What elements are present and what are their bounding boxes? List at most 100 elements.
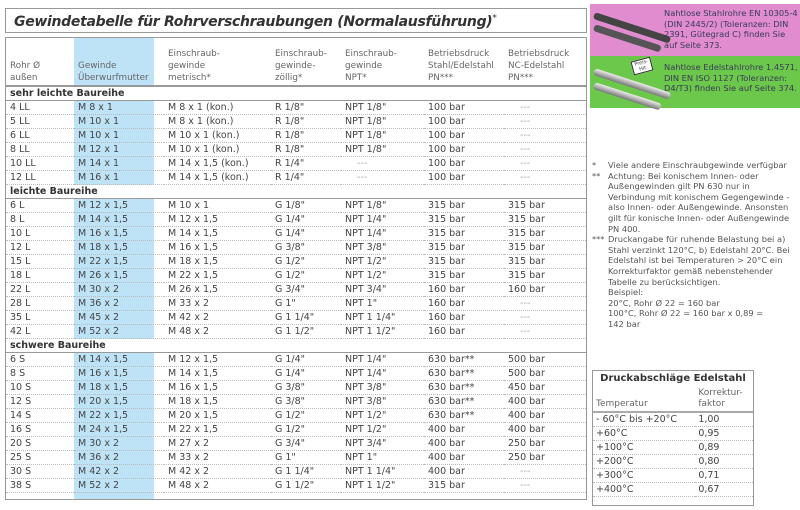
table-cell: 160 bar [504,282,586,297]
header-line: PN*** [508,73,534,83]
column-header: Temperatur [593,384,696,413]
table-cell: NPT 3/8" [341,394,424,409]
table-cell: M 26 x 1,5 [164,282,271,297]
table-cell: M 22 x 1,5 [164,422,271,437]
table-cell: NPT 1/4" [341,352,424,367]
footnote: *** Druckangabe für ruhende Belastung bei… [592,234,790,329]
table-cell: G 3/8" [271,394,341,409]
table-cell: G 3/8" [271,240,341,255]
table-cell: 100 bar [424,128,504,143]
table-cell: 15 L [6,254,74,269]
header-line: Gewinde [78,61,117,71]
table-cell: 10 S [6,380,74,395]
table-cell: R 1/8" [271,128,341,143]
table-cell: 315 bar [424,240,504,255]
table-cell: +400°C [593,482,696,497]
table-cell: 6 LL [6,128,74,143]
footnote: * Viele andere Einschraubgewinde verfügba… [592,160,787,170]
column-header: Gewinde Überwurfmutter [74,38,164,87]
table-cell: G 1/4" [271,226,341,241]
header-line: PN*** [428,73,454,83]
table-cell: 315 bar [504,268,586,283]
table-cell: 630 bar** [424,366,504,381]
table-cell: 315 bar [424,212,504,227]
table-cell: G 1/8" [271,198,341,213]
table-cell: G 1/4" [271,212,341,227]
table-cell: 0,89 [695,440,753,455]
table-cell: 0,67 [695,482,753,497]
table-row: +200°C 0,80 [593,454,753,469]
table-cell: G 3/8" [271,380,341,395]
table-cell: G 1 1/4" [271,464,341,479]
table-cell: G 1/4" [271,352,341,367]
table-cell: 0,95 [695,426,753,441]
table-row: +100°C 0,89 [593,440,753,455]
table-cell: G 1/2" [271,422,341,437]
table-cell: 500 bar [504,352,586,367]
table-cell: 30 S [6,464,74,479]
table-cell: M 18 x 1,5 [164,254,271,269]
table-cell: NPT 1/8" [341,142,424,157]
table-cell: 22 L [6,282,74,297]
table-cell: 500 bar [504,366,586,381]
table-cell: M 30 x 2 [74,282,164,297]
table-cell: 10 L [6,226,74,241]
table-cell: NPT 3/8" [341,380,424,395]
table-cell: 160 bar [424,282,504,297]
table-cell: 315 bar [424,198,504,213]
table-cell: M 36 x 2 [74,450,164,465]
table-cell: R 1/8" [271,114,341,129]
table-cell: +100°C [593,440,696,455]
header-line: gewinde [168,61,206,71]
table-cell: M 8 x 1 (kon.) [164,114,271,129]
table-cell: M 18 x 1,5 [74,240,164,255]
table-row: +300°C 0,71 [593,468,753,483]
table-cell: 100 bar [424,142,504,157]
table-cell: M 42 x 2 [164,310,271,325]
table-cell: --- [504,324,586,339]
table-cell: 250 bar [504,450,586,465]
page-title: Gewindetabelle für Rohrverschraubungen (… [14,13,497,30]
table-cell: M 12 x 1,5 [164,352,271,367]
table-cell: 6 S [6,352,74,367]
section-title: sehr leichte Baureihe [6,86,586,101]
table-cell: M 24 x 1,5 [74,422,164,437]
table-cell: 400 bar [504,422,586,437]
section-row: leichte Baureihe [6,184,586,199]
table-cell: M 42 x 2 [164,464,271,479]
table-cell: 400 bar [504,408,586,423]
table-cell: G 1/4" [271,366,341,381]
table-cell: G 1" [271,450,341,465]
table-cell: NPT 1/8" [341,128,424,143]
header-line: Rohr Ø [10,61,41,71]
table-cell: M 18 x 1,5 [164,394,271,409]
table-row: +60°C 0,95 [593,426,753,441]
table-cell: M 22 x 1,5 [74,408,164,423]
steel-tube-panel: Nahtlose Stahlrohre EN 10305-4 (DIN 2445… [590,4,800,56]
column-header: Einschraub-gewinde metrisch* [164,38,271,87]
table-cell: +300°C [593,468,696,483]
table-cell: --- [504,114,586,129]
section-row: schwere Baureihe [6,338,586,353]
table-cell: M 33 x 2 [164,296,271,311]
table-cell: 630 bar** [424,394,504,409]
header-line: Einschraub- [345,49,397,59]
table-cell: 160 bar [424,310,504,325]
table-cell: 630 bar** [424,408,504,423]
header-line: NC-Edelstahl [508,61,565,71]
header-line: gewinde [345,61,383,71]
table-cell: 630 bar** [424,352,504,367]
table-cell: M 16 x 1,5 [74,226,164,241]
table-cell: 400 bar [424,450,504,465]
table-cell: M 14 x 1,5 (kon.) [164,170,271,185]
table-cell: NPT 1/8" [341,198,424,213]
header-line: Einschraub- [275,49,327,59]
table-cell: M 20 x 1,5 [74,394,164,409]
table-cell: NPT 3/8" [341,240,424,255]
